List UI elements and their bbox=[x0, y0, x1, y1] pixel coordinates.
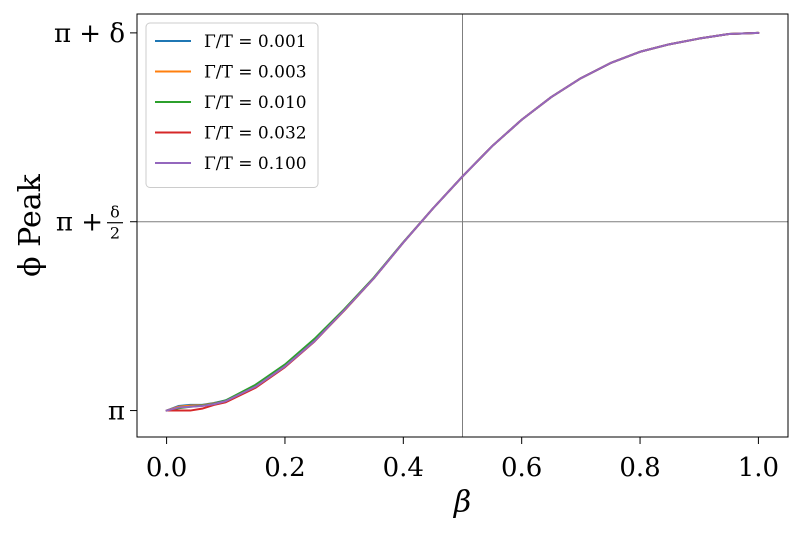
x-tick-label: 1.0 bbox=[738, 453, 779, 483]
y-tick-label: π bbox=[108, 397, 125, 427]
y-axis-label: ϕ Peak bbox=[13, 173, 48, 276]
x-axis-ticks: 0.0 0.2 0.4 0.6 0.8 1.0 bbox=[146, 437, 779, 483]
x-tick-label: 0.4 bbox=[383, 453, 424, 483]
x-tick-label: 0.0 bbox=[146, 453, 187, 483]
y-axis-ticks: π π + δ 2 π + δ bbox=[54, 19, 137, 427]
y-tick-label: π + δ bbox=[54, 19, 125, 49]
legend-entry: Γ/T = 0.001 bbox=[204, 32, 307, 52]
x-tick-label: 0.2 bbox=[264, 453, 305, 483]
y-tick-label: π + bbox=[56, 208, 103, 238]
plot-frame bbox=[136, 13, 789, 438]
legend: Γ/T = 0.001 Γ/T = 0.003 Γ/T = 0.010 Γ/T = 0… bbox=[145, 22, 319, 188]
legend-entry: Γ/T = 0.100 bbox=[204, 154, 307, 174]
legend-entry: Γ/T = 0.032 bbox=[204, 124, 307, 144]
x-tick-label: 0.8 bbox=[619, 453, 660, 483]
legend-box bbox=[145, 22, 319, 188]
y-tick-fraction-denominator: 2 bbox=[110, 224, 120, 243]
series-lines bbox=[165, 31, 760, 412]
series-line-5 bbox=[165, 31, 760, 412]
legend-entry: Γ/T = 0.003 bbox=[204, 63, 307, 83]
reference-lines bbox=[137, 14, 788, 437]
legend-entry: Γ/T = 0.010 bbox=[204, 93, 307, 113]
x-tick-label: 0.6 bbox=[501, 453, 542, 483]
x-axis-label: β bbox=[453, 485, 471, 520]
y-tick-fraction-numerator: δ bbox=[110, 203, 120, 222]
